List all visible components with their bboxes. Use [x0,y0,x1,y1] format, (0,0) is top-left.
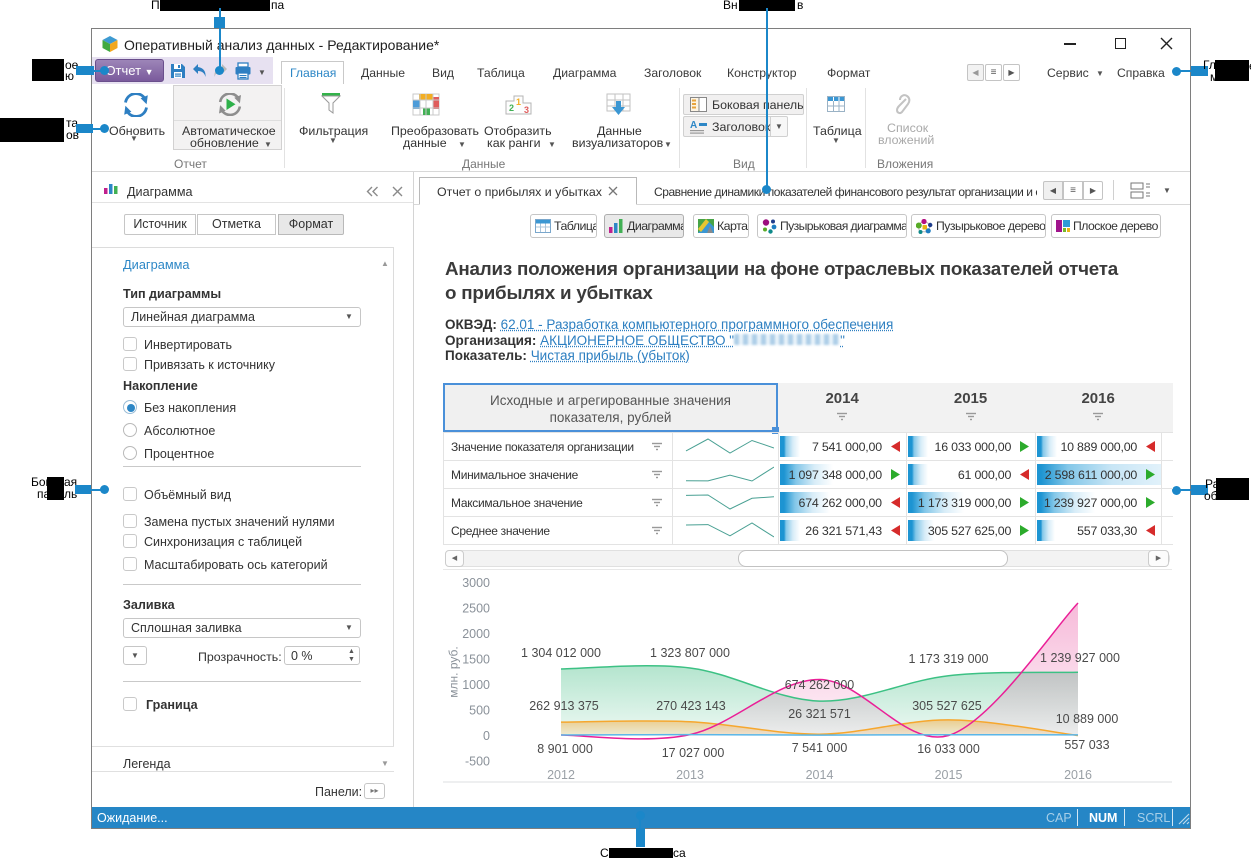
svg-text:2013: 2013 [676,768,704,782]
svg-text:8 901 000: 8 901 000 [537,742,593,756]
svg-text:270 423 143: 270 423 143 [656,699,726,713]
svg-text:1: 1 [516,97,521,107]
svg-text:2015: 2015 [935,768,963,782]
svg-text:2012: 2012 [547,768,575,782]
svg-text:2016: 2016 [1064,768,1092,782]
svg-text:500: 500 [469,704,490,718]
svg-text:262 913 375: 262 913 375 [529,699,599,713]
svg-text:1 173 319 000: 1 173 319 000 [909,652,989,666]
svg-text:2: 2 [509,103,514,113]
svg-text:3000: 3000 [462,576,490,590]
svg-text:7 541 000: 7 541 000 [792,741,848,755]
svg-text:10 889 000: 10 889 000 [1056,712,1119,726]
svg-text:3: 3 [524,105,529,115]
svg-text:-500: -500 [465,755,490,769]
svg-text:2014: 2014 [806,768,834,782]
svg-text:26 321 571: 26 321 571 [788,707,851,721]
svg-text:2000: 2000 [462,627,490,641]
svg-text:1000: 1000 [462,678,490,692]
svg-text:17 027 000: 17 027 000 [662,746,725,760]
svg-text:1 304 012 000: 1 304 012 000 [521,646,601,660]
svg-text:A: A [690,120,697,131]
svg-text:1 323 807 000: 1 323 807 000 [650,646,730,660]
svg-text:674 262 000: 674 262 000 [785,678,855,692]
svg-text:1 239 927 000: 1 239 927 000 [1040,651,1120,665]
svg-text:0: 0 [483,729,490,743]
svg-text:2500: 2500 [462,602,490,616]
svg-text:16 033 000: 16 033 000 [917,742,980,756]
svg-text:млн. руб.: млн. руб. [447,646,461,697]
svg-text:557 033: 557 033 [1064,738,1109,752]
svg-text:1500: 1500 [462,653,490,667]
svg-text:305 527 625: 305 527 625 [912,699,982,713]
